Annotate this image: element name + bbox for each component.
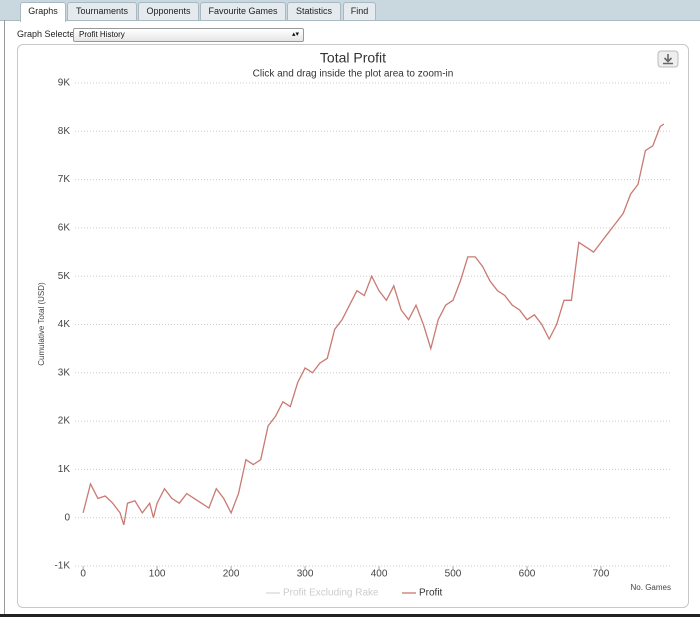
download-button[interactable] <box>657 50 679 68</box>
profit-line <box>82 123 665 526</box>
y-tick-label: 4K <box>58 319 71 330</box>
tab[interactable]: Tournaments <box>67 2 137 20</box>
x-tick-label: 700 <box>593 569 610 580</box>
x-tick-label: 400 <box>371 569 388 580</box>
graph-select[interactable]: Profit History ▴▾ <box>73 28 304 42</box>
legend-label: Profit <box>419 588 443 599</box>
y-tick-label: 9K <box>58 78 71 89</box>
x-tick-label: 200 <box>223 569 240 580</box>
x-tick-label: 600 <box>519 569 536 580</box>
x-tick-label: 500 <box>445 569 462 580</box>
y-tick-label: 6K <box>58 223 71 234</box>
tab-bar: Graphs Tournaments Opponents Favourite Game… <box>0 0 700 22</box>
y-tick-label: 2K <box>58 416 71 427</box>
select-arrow: ▴▾ <box>291 31 299 38</box>
tab[interactable]: Graphs <box>20 2 66 22</box>
tab[interactable]: Opponents <box>138 2 199 20</box>
legend-item[interactable]: Profit Excluding Rake <box>266 588 379 599</box>
x-axis-label: No. Games <box>631 583 671 592</box>
y-tick-label: 1K <box>58 464 71 475</box>
y-tick-label: 7K <box>58 174 71 185</box>
x-tick-label: 300 <box>297 569 314 580</box>
y-tick-label: 0 <box>64 512 70 523</box>
y-tick-label: -1K <box>54 561 70 572</box>
frame-edge <box>0 614 700 617</box>
select-label: Graph Selected: <box>17 29 83 39</box>
legend-label: Profit Excluding Rake <box>283 588 379 599</box>
y-tick-label: 5K <box>58 271 71 282</box>
x-tick-label: 100 <box>149 569 166 580</box>
tab[interactable]: Statistics <box>287 2 341 20</box>
y-tick-label: 8K <box>58 126 71 137</box>
chart-panel <box>17 44 689 608</box>
chart-title: Total Profit <box>320 50 386 66</box>
chart-subtitle: Click and drag inside the plot area to z… <box>253 69 454 80</box>
tab[interactable]: Find <box>343 2 376 20</box>
tab[interactable]: Favourite Games <box>200 2 286 20</box>
y-axis-label: Cumulative Total (USD) <box>37 282 46 366</box>
select-value: Profit History <box>79 30 125 39</box>
y-tick-label: 3K <box>58 367 71 378</box>
legend-item[interactable]: Profit <box>402 588 443 599</box>
frame-edge <box>4 20 5 614</box>
x-tick-label: 0 <box>80 569 86 580</box>
